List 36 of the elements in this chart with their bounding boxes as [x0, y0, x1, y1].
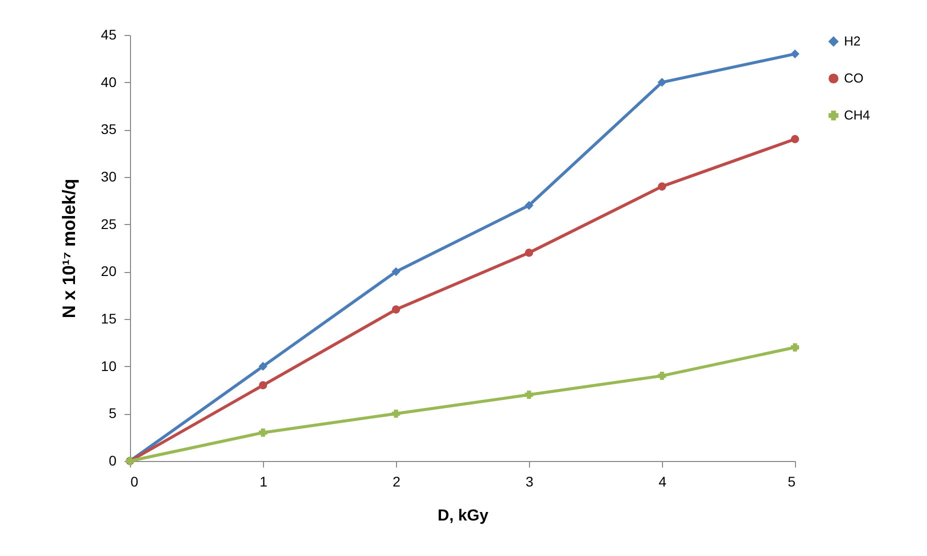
y-tick-label: 40	[100, 74, 117, 90]
point	[790, 135, 800, 144]
point	[524, 248, 534, 257]
x-axis-title: D, kGy	[438, 508, 488, 524]
point	[790, 343, 800, 352]
y-tick-label: 45	[100, 26, 117, 42]
x-tick-label: 5	[788, 474, 796, 490]
x-tick-label: 2	[392, 474, 401, 490]
legend-label: H2	[844, 34, 861, 48]
y-tick-label: 20	[100, 263, 117, 280]
point	[790, 50, 800, 58]
point	[658, 182, 666, 191]
x-tick-label: 4	[658, 474, 667, 490]
y-tick-label: 35	[100, 121, 117, 138]
x-tick-label: 3	[526, 474, 534, 490]
point	[658, 78, 666, 86]
y-tick-label: 0	[108, 452, 117, 468]
y-tick-label: 30	[100, 168, 117, 184]
y-tick-label: 5	[108, 405, 117, 422]
point	[392, 410, 400, 418]
x-tick-label: 1	[260, 474, 268, 490]
legend-label: CH4	[844, 108, 870, 122]
y-axis-title: N x 10¹⁷ molek/q	[58, 178, 79, 318]
point	[524, 201, 534, 210]
point	[524, 390, 534, 399]
x-tick-label: 0	[130, 474, 138, 490]
y-tick-label: 10	[100, 358, 117, 374]
point	[258, 381, 268, 390]
point	[258, 362, 268, 370]
point	[392, 305, 400, 314]
y-tick-label: 15	[100, 310, 117, 326]
point	[658, 372, 666, 380]
point	[258, 428, 268, 437]
legend-label: CO	[844, 70, 864, 86]
point	[392, 268, 400, 276]
y-tick-label: 25	[100, 216, 117, 232]
